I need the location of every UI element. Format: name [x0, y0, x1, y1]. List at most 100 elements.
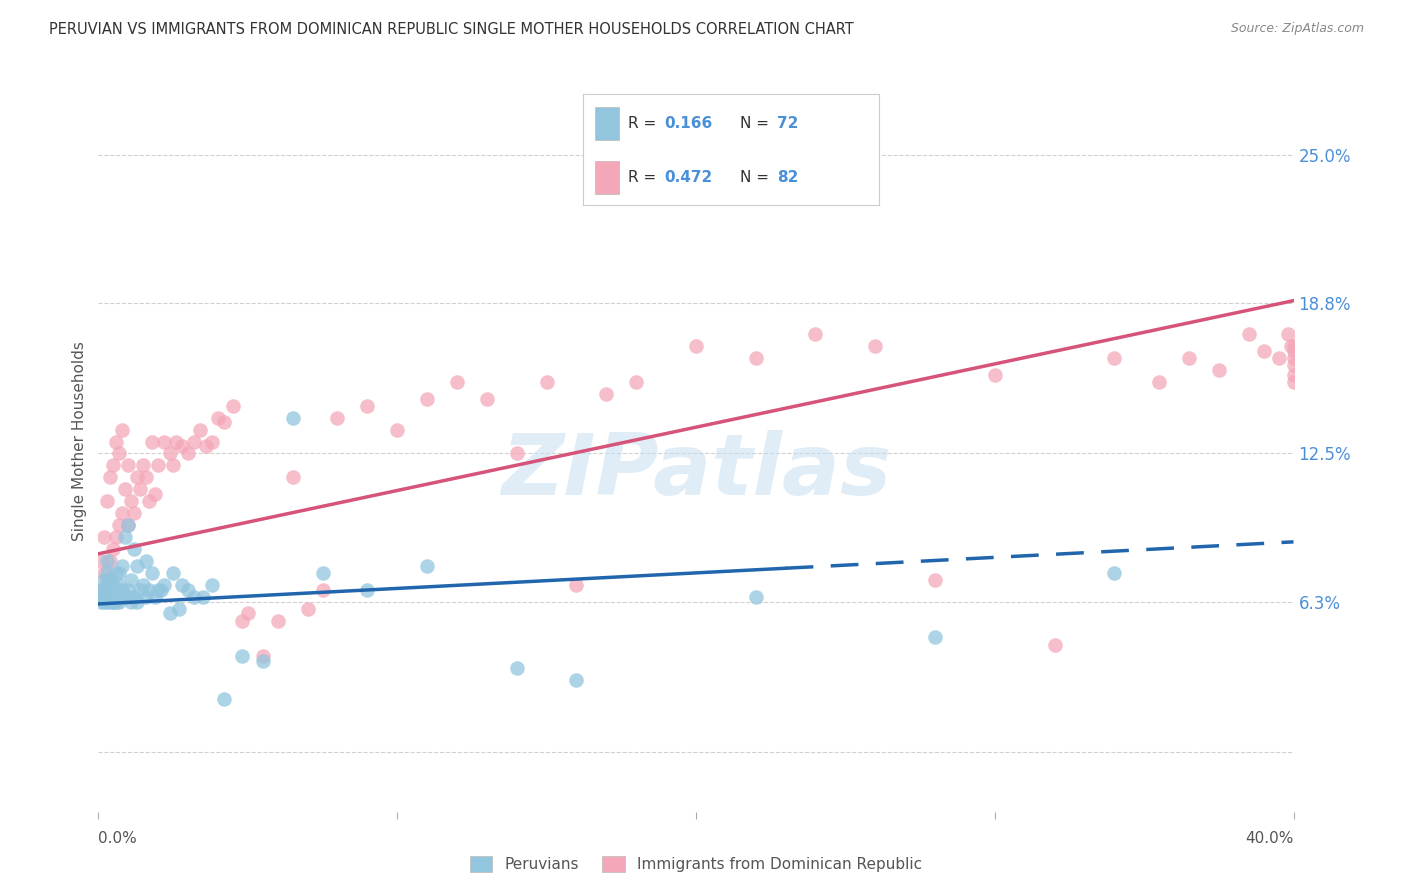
Point: [93, 566, 115, 580]
Point: [311, 582, 333, 597]
Point: [356, 582, 378, 597]
Point: [98, 470, 122, 484]
Point: [96, 573, 118, 587]
Point: [865, 339, 887, 353]
Point: [195, 439, 218, 453]
Point: [93, 530, 115, 544]
Point: [120, 494, 142, 508]
Point: [1282, 339, 1305, 353]
Text: 0.0%: 0.0%: [98, 830, 138, 846]
Text: 0.166: 0.166: [665, 116, 713, 131]
Point: [183, 590, 205, 604]
Point: [281, 410, 304, 425]
Point: [117, 582, 139, 597]
Point: [745, 590, 768, 604]
Point: [127, 470, 149, 484]
Y-axis label: Single Mother Households: Single Mother Households: [72, 342, 87, 541]
Point: [177, 446, 200, 460]
Point: [626, 375, 648, 389]
Point: [506, 446, 529, 460]
Text: 40.0%: 40.0%: [1246, 830, 1294, 846]
Point: [135, 470, 157, 484]
Point: [124, 590, 146, 604]
Point: [90, 582, 112, 597]
Point: [96, 554, 118, 568]
Point: [111, 423, 134, 437]
Point: [385, 423, 409, 437]
Text: R =: R =: [627, 169, 661, 185]
Point: [124, 541, 146, 556]
Point: [143, 487, 166, 501]
Point: [141, 566, 163, 580]
Point: [103, 582, 125, 597]
Point: [924, 631, 946, 645]
Point: [103, 594, 125, 608]
Point: [1282, 358, 1305, 372]
Point: [105, 594, 128, 608]
Point: [93, 590, 115, 604]
Point: [90, 582, 112, 597]
Point: [475, 392, 498, 406]
Point: [172, 439, 194, 453]
Text: N =: N =: [740, 116, 773, 131]
Point: [1279, 339, 1302, 353]
Text: N =: N =: [740, 169, 773, 185]
Point: [108, 578, 131, 592]
Point: [236, 607, 259, 621]
Point: [103, 578, 125, 592]
Point: [103, 541, 125, 556]
Point: [105, 566, 128, 580]
Point: [117, 590, 139, 604]
Point: [98, 573, 122, 587]
Point: [114, 483, 136, 497]
Point: [326, 410, 349, 425]
Point: [565, 578, 588, 592]
Point: [148, 582, 170, 597]
Point: [105, 530, 128, 544]
Point: [132, 458, 155, 473]
Point: [111, 582, 134, 597]
Text: 82: 82: [778, 169, 799, 185]
Point: [1277, 327, 1299, 342]
Point: [191, 590, 214, 604]
Point: [222, 399, 245, 413]
Point: [108, 446, 131, 460]
Point: [117, 518, 139, 533]
Point: [105, 434, 128, 449]
Text: PERUVIAN VS IMMIGRANTS FROM DOMINICAN REPUBLIC SINGLE MOTHER HOUSEHOLDS CORRELAT: PERUVIAN VS IMMIGRANTS FROM DOMINICAN RE…: [49, 22, 853, 37]
Point: [1237, 327, 1260, 342]
Text: ZIPatlas: ZIPatlas: [501, 430, 891, 513]
Point: [143, 590, 166, 604]
Point: [117, 458, 139, 473]
Point: [93, 594, 115, 608]
Point: [201, 578, 224, 592]
Point: [90, 594, 112, 608]
Point: [114, 590, 136, 604]
Point: [281, 470, 304, 484]
Point: [311, 566, 333, 580]
Point: [984, 368, 1007, 382]
Point: [98, 582, 122, 597]
Point: [177, 582, 200, 597]
Legend: Peruvians, Immigrants from Dominican Republic: Peruvians, Immigrants from Dominican Rep…: [464, 850, 928, 878]
Point: [201, 434, 224, 449]
Point: [129, 582, 152, 597]
Point: [103, 594, 125, 608]
Point: [1147, 375, 1170, 389]
Point: [153, 578, 176, 592]
Point: [565, 673, 588, 688]
Point: [135, 554, 157, 568]
Point: [108, 566, 131, 580]
Point: [416, 392, 439, 406]
Point: [148, 458, 170, 473]
Point: [111, 506, 134, 520]
Point: [96, 566, 118, 580]
Point: [165, 434, 187, 449]
Point: [1253, 343, 1275, 358]
Text: R =: R =: [627, 116, 661, 131]
Point: [172, 578, 194, 592]
Point: [129, 483, 152, 497]
Point: [103, 458, 125, 473]
Text: 72: 72: [778, 116, 799, 131]
Point: [90, 590, 112, 604]
